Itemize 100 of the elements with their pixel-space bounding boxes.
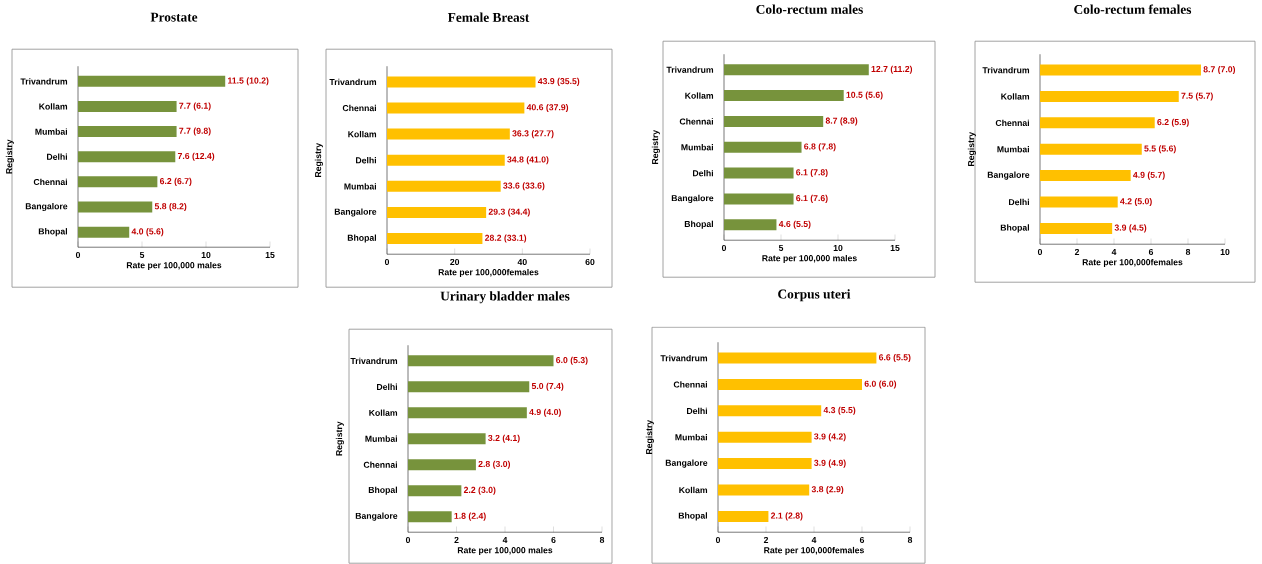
- bar: [387, 232, 483, 244]
- y-tick-label: Mumbai: [365, 435, 397, 442]
- data-label: 2.2 (3.0): [463, 486, 496, 495]
- y-axis-title: Registry: [967, 131, 976, 166]
- y-tick-label: Chennai: [363, 461, 397, 468]
- data-label: 7.7 (9.8): [179, 127, 211, 136]
- x-tick-label: 0: [715, 536, 721, 543]
- data-label: 7.5 (5.7): [1181, 92, 1213, 101]
- x-tick-label: 15: [890, 244, 900, 251]
- y-tick-label: Trivandrum: [329, 78, 377, 85]
- data-label: 6.0 (5.3): [556, 356, 588, 365]
- data-label: 5.8 (8.2): [154, 202, 187, 211]
- y-axis-title: Registry: [645, 419, 654, 454]
- data-label: 11.5 (10.2): [228, 77, 269, 86]
- bar: [718, 405, 822, 417]
- data-label: 36.3 (27.7): [512, 129, 554, 139]
- data-label: 4.9 (4.0): [529, 408, 561, 417]
- data-label: 6.0 (6.0): [864, 380, 897, 389]
- y-tick-label: Bhopal: [347, 234, 376, 243]
- x-tick-label: 0: [1037, 248, 1043, 255]
- data-label: 3.9 (4.2): [814, 433, 846, 442]
- bar: [78, 75, 226, 87]
- bar: [724, 141, 802, 153]
- data-label: 28.2 (33.1): [484, 234, 527, 243]
- x-tick-label: 8: [907, 536, 913, 543]
- y-tick-label: Trivandrum: [660, 354, 708, 362]
- bar: [718, 378, 862, 390]
- data-label: 4.9 (5.7): [1133, 171, 1165, 180]
- y-tick-label: Delhi: [687, 407, 707, 414]
- x-tick-label: 20: [450, 258, 460, 265]
- bar: [387, 180, 501, 192]
- y-tick-label: Bangalore: [25, 202, 68, 211]
- bar: [1040, 64, 1201, 76]
- data-label: 5.0 (7.4): [531, 382, 564, 391]
- x-tick-label: 2: [454, 536, 459, 543]
- bar: [387, 76, 536, 88]
- data-label: 8.7 (8.9): [825, 117, 858, 126]
- x-tick-label: 6: [551, 536, 556, 543]
- bar: [78, 125, 177, 137]
- x-tick-label: 0: [405, 536, 411, 543]
- x-axis-title: Rate per 100,000 males: [457, 546, 553, 555]
- y-tick-label: Kollam: [348, 130, 377, 138]
- data-label: 3.9 (4.5): [1114, 224, 1147, 233]
- data-label: 5.5 (5.6): [1144, 145, 1176, 154]
- bar: [724, 193, 794, 205]
- y-tick-label: Delhi: [47, 153, 67, 160]
- x-tick-label: 60: [585, 258, 595, 265]
- x-tick-label: 5: [139, 251, 145, 258]
- bar: [78, 151, 176, 163]
- y-tick-label: Chennai: [679, 118, 713, 125]
- data-label: 4.3 (5.5): [823, 406, 856, 415]
- bar: [78, 201, 153, 213]
- bar: [724, 64, 869, 76]
- data-label: 4.0 (5.6): [131, 228, 164, 237]
- bar: [718, 431, 812, 443]
- y-tick-label: Delhi: [356, 156, 376, 164]
- data-label: 6.8 (7.8): [804, 143, 836, 152]
- bar: [718, 484, 810, 496]
- bar: [387, 206, 487, 218]
- y-tick-label: Chennai: [342, 104, 376, 112]
- x-tick-label: 10: [1220, 248, 1230, 255]
- chart-title: Female Breast: [447, 12, 530, 22]
- bar: [724, 167, 794, 179]
- x-tick-label: 0: [75, 251, 81, 258]
- x-axis-title: Rate per 100,000females: [438, 268, 539, 277]
- data-label: 43.9 (35.5): [537, 77, 580, 86]
- y-tick-label: Bhopal: [368, 486, 397, 495]
- y-tick-label: Kollam: [1001, 93, 1030, 100]
- x-tick-label: 10: [833, 244, 843, 251]
- data-label: 34.8 (41.0): [507, 156, 549, 165]
- bar: [408, 511, 452, 523]
- y-tick-label: Bhopal: [684, 220, 713, 229]
- bar: [724, 115, 824, 127]
- y-tick-label: Kollam: [369, 409, 398, 416]
- data-label: 4.6 (5.5): [778, 220, 811, 229]
- y-tick-label: Bangalore: [665, 459, 708, 468]
- y-axis-title: Registry: [314, 142, 323, 177]
- x-tick-label: 4: [811, 536, 817, 543]
- data-label: 29.3 (34.4): [488, 208, 530, 217]
- y-tick-label: Kollam: [679, 486, 708, 494]
- y-tick-label: Trivandrum: [350, 357, 398, 364]
- y-tick-label: Bhopal: [1000, 224, 1029, 233]
- data-label: 33.6 (33.6): [503, 182, 545, 191]
- bar: [387, 128, 510, 140]
- y-tick-label: Chennai: [33, 178, 67, 185]
- y-tick-label: Trivandrum: [20, 78, 68, 85]
- x-tick-label: 6: [1148, 248, 1154, 255]
- data-label: 6.1 (7.6): [796, 194, 828, 203]
- bar: [408, 407, 527, 419]
- y-tick-label: Delhi: [693, 169, 713, 177]
- bar: [1040, 170, 1131, 182]
- bar: [718, 458, 812, 470]
- y-tick-label: Trivandrum: [982, 66, 1030, 74]
- y-tick-label: Mumbai: [35, 128, 67, 135]
- chart-title: Urinary bladder males: [440, 291, 570, 304]
- data-label: 40.6 (37.9): [526, 103, 569, 112]
- data-label: 2.1 (2.8): [770, 512, 803, 521]
- bar: [1040, 222, 1113, 234]
- bar: [408, 459, 476, 471]
- x-tick-label: 40: [517, 258, 527, 265]
